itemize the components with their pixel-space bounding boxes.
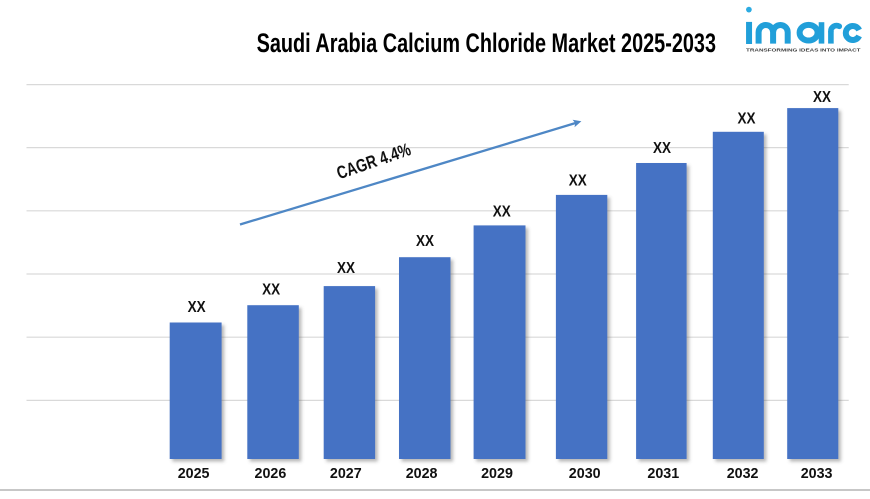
svg-text:XX: XX (262, 282, 280, 299)
svg-text:2026: 2026 (255, 465, 287, 482)
svg-text:2029: 2029 (481, 465, 513, 482)
svg-text:XX: XX (653, 140, 671, 157)
svg-text:2031: 2031 (647, 465, 679, 482)
svg-text:TRANSFORMING IDEAS INTO IMPACT: TRANSFORMING IDEAS INTO IMPACT (746, 48, 861, 53)
svg-text:XX: XX (813, 89, 831, 106)
svg-text:XX: XX (188, 299, 206, 316)
svg-text:XX: XX (337, 260, 355, 277)
svg-text:XX: XX (416, 233, 434, 250)
svg-text:2027: 2027 (330, 465, 362, 482)
svg-text:XX: XX (569, 173, 587, 190)
svg-text:XX: XX (738, 111, 756, 128)
svg-text:2025: 2025 (178, 465, 210, 482)
svg-text:XX: XX (493, 204, 511, 221)
svg-text:2030: 2030 (569, 465, 601, 482)
svg-text:2032: 2032 (727, 465, 759, 482)
svg-text:2033: 2033 (801, 465, 833, 482)
svg-text:2028: 2028 (406, 465, 438, 482)
svg-text:Saudi Arabia Calcium Chloride: Saudi Arabia Calcium Chloride Market 202… (257, 28, 716, 58)
